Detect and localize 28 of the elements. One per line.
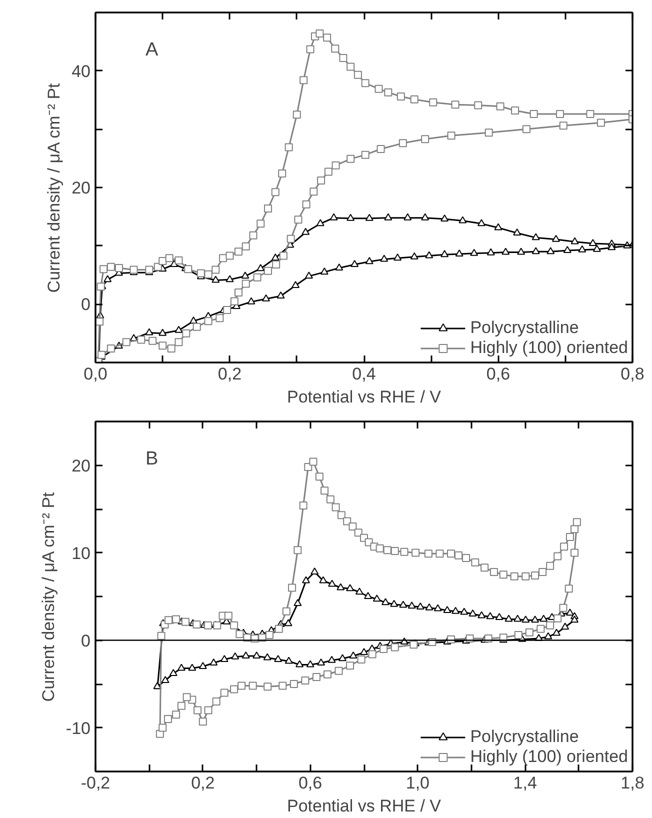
x-axis-title: Potential vs RHE / V bbox=[287, 796, 442, 816]
y-tick-label: 20 bbox=[72, 456, 91, 476]
x-tick-label: 1,8 bbox=[620, 774, 644, 792]
x-tick-label: -0,2 bbox=[80, 774, 110, 792]
y-tick-label: 0 bbox=[81, 295, 91, 314]
legend-label: Polycrystalline bbox=[470, 318, 579, 338]
x-tick-label: 0,2 bbox=[218, 364, 242, 384]
legend-label: Highly (100) oriented bbox=[470, 747, 628, 767]
y-tick-label: 40 bbox=[72, 62, 91, 81]
x-tick-label: 0,6 bbox=[486, 364, 510, 384]
legend-label: Highly (100) oriented bbox=[470, 338, 628, 358]
x-tick-label: 0,4 bbox=[352, 364, 376, 384]
y-axis-title: Current density / μA cm⁻² Pt bbox=[44, 82, 64, 293]
x-tick-label: 0,8 bbox=[620, 364, 644, 384]
x-axis-title: Potential vs RHE / V bbox=[287, 388, 442, 406]
x-tick-label: 1,0 bbox=[406, 774, 430, 792]
annotation: B bbox=[146, 448, 158, 470]
annotation: A bbox=[146, 40, 158, 60]
x-tick-label: 1,4 bbox=[513, 774, 537, 792]
x-tick-label: 0,2 bbox=[191, 774, 215, 792]
x-tick-label: 0,6 bbox=[298, 774, 322, 792]
y-tick-label: 20 bbox=[72, 178, 91, 198]
y-tick-label: 0 bbox=[81, 631, 91, 650]
x-tick-label: 0,0 bbox=[84, 364, 108, 384]
y-tick-label: -10 bbox=[66, 718, 91, 738]
legend-label: Polycrystalline bbox=[470, 727, 579, 747]
y-tick-label: 10 bbox=[72, 544, 91, 563]
y-axis-title: Current density / μA cm⁻² Pt bbox=[38, 492, 58, 702]
